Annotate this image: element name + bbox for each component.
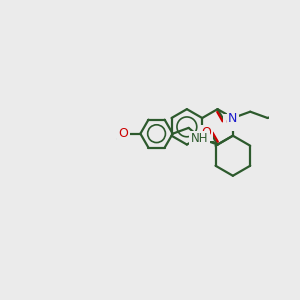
Text: O: O [201,126,211,139]
Text: O: O [225,116,235,129]
Text: N: N [228,112,238,124]
Text: O: O [118,127,128,140]
Text: NH: NH [190,132,208,145]
